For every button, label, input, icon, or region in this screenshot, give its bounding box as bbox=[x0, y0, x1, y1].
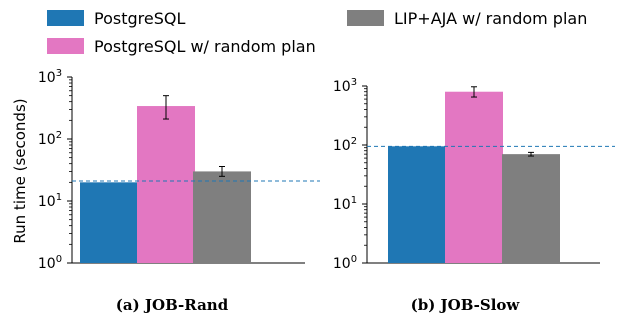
bar-1 bbox=[137, 106, 195, 263]
legend-label-postgresql-random: PostgreSQL w/ random plan bbox=[94, 37, 316, 56]
legend: PostgreSQL PostgreSQL w/ random plan LIP… bbox=[47, 9, 587, 56]
bar-1 bbox=[445, 91, 503, 264]
bar-0 bbox=[388, 146, 446, 263]
y-tick-label-3: 103 bbox=[333, 77, 357, 95]
y-tick-label-1: 101 bbox=[38, 192, 62, 210]
bar-2 bbox=[502, 154, 560, 263]
y-tick-label-1: 101 bbox=[333, 195, 357, 213]
y-tick-label-3: 103 bbox=[38, 68, 62, 86]
caption-job-slow: (b) JOB-Slow bbox=[411, 296, 521, 314]
y-tick-label-2: 102 bbox=[333, 136, 357, 154]
bar-2 bbox=[193, 171, 251, 263]
caption-job-rand: (a) JOB-Rand bbox=[116, 296, 229, 314]
y-tick-label-0: 100 bbox=[38, 254, 62, 272]
y-axis-label: Run time (seconds) bbox=[11, 98, 29, 243]
chart-panel-job-slow: 100 101 102 103 bbox=[333, 77, 615, 272]
bar-0 bbox=[80, 182, 138, 263]
y-tick-label-0: 100 bbox=[333, 254, 357, 272]
y-tick-label-2: 102 bbox=[38, 130, 62, 148]
legend-swatch-lipaja-random bbox=[347, 10, 384, 26]
legend-label-lipaja-random: LIP+AJA w/ random plan bbox=[394, 9, 587, 28]
legend-swatch-postgresql-random bbox=[47, 38, 84, 54]
legend-swatch-postgresql bbox=[47, 10, 84, 26]
legend-label-postgresql: PostgreSQL bbox=[94, 9, 185, 28]
chart-panel-job-rand: 100 101 102 103 bbox=[38, 68, 320, 272]
